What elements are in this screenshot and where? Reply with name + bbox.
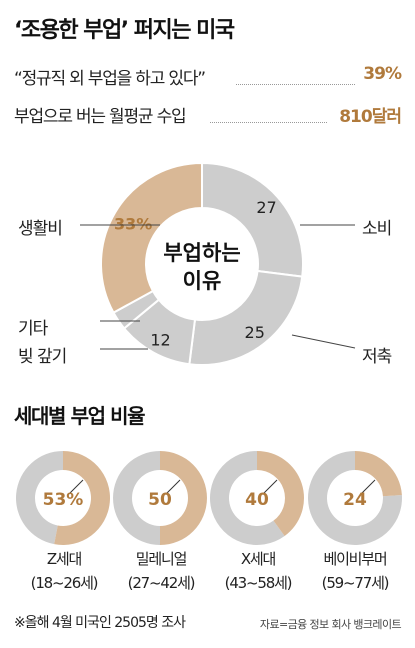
leader-line [291, 334, 356, 349]
slice-value-label: 25 [245, 323, 265, 342]
section-title: 세대별 부업 비율 [14, 404, 146, 428]
gen-slice-rest [210, 451, 285, 545]
slice-1 [201, 161, 304, 278]
source-note: 자료=금융 정보 회사 뱅크레이트 [259, 618, 402, 631]
stat-value-side-job: 39% [363, 64, 402, 84]
gen-value-label: 24 [343, 490, 367, 510]
gen-slice-rest [113, 451, 160, 545]
gen-name-millennial: 밀레니얼 [135, 550, 188, 568]
gen-range-z: (18~26세) [30, 574, 99, 592]
generation-donut-charts: 53% 50 40 24 [15, 451, 402, 545]
leader-line [360, 479, 376, 495]
gen-name-x: X세대 [240, 550, 276, 568]
slice-0 [100, 161, 203, 315]
gen-slice-value [257, 451, 305, 537]
donut-center-label: 이유 [183, 269, 222, 293]
gen-name-z: Z세대 [46, 550, 82, 568]
gen-value-label: 40 [245, 490, 269, 510]
gen-range-x: (43~58세) [224, 574, 293, 592]
gen-slice-value [54, 451, 110, 545]
slice-value-label: 12 [150, 330, 170, 349]
gen-slice-value [355, 451, 402, 497]
gen-slice-rest [307, 451, 402, 545]
gen-name-boomer: 베이비부머 [323, 550, 387, 568]
slice-label-saving: 저축 [362, 347, 392, 367]
leader-line [68, 479, 84, 495]
leader-line [262, 479, 278, 495]
slice-value-label: 27 [256, 198, 276, 217]
footnote: ※올해 4월 미국인 2505명 조사 [14, 615, 186, 631]
gen-range-millennial: (27~42세) [127, 574, 196, 592]
gen-slice-rest [15, 451, 63, 545]
slice-label-spending: 소비 [362, 219, 392, 239]
leader-line [210, 122, 327, 123]
slice-value-label: 33% [114, 214, 152, 233]
slice-label-debt: 빚 갚기 [18, 347, 67, 367]
leader-line [165, 479, 181, 495]
page-title: ‘조용한 부업’ 퍼지는 미국 [14, 18, 235, 43]
slice-label-other: 기타 [18, 319, 48, 339]
donut-center-label: 부업하는 [163, 241, 240, 265]
stat-label-side-job: “정규직 외 부업을 하고 있다” [14, 69, 206, 89]
gen-slice-value [160, 451, 207, 545]
stat-label-income: 부업으로 버는 월평균 수입 [14, 107, 187, 127]
gen-range-boomer: (59~77세) [321, 574, 390, 592]
slice-label-living: 생활비 [18, 219, 63, 239]
gen-value-label: 50 [148, 490, 172, 510]
leader-line [236, 84, 355, 85]
gen-value-label: 53% [43, 490, 84, 510]
stat-value-income: 810달러 [339, 107, 402, 127]
